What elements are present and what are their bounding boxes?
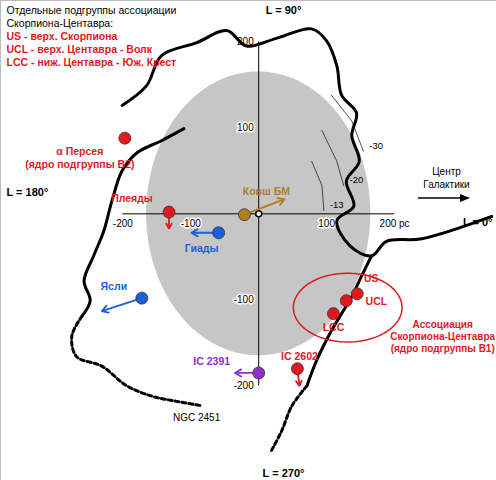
svg-text:200: 200 bbox=[237, 36, 254, 47]
svg-text:Гиады: Гиады bbox=[185, 242, 219, 254]
svg-text:-20: -20 bbox=[350, 174, 364, 185]
svg-text:-100: -100 bbox=[234, 294, 254, 305]
svg-text:α Персея(ядро подгруппы B2): α Персея(ядро подгруппы B2) bbox=[25, 145, 134, 170]
svg-text:US: US bbox=[364, 272, 379, 284]
svg-text:-200: -200 bbox=[113, 218, 133, 229]
svg-text:АссоциацияСкорпиона-Центавра(я: АссоциацияСкорпиона-Центавра(ядро подгру… bbox=[390, 319, 495, 354]
svg-text:-30: -30 bbox=[369, 140, 383, 151]
svg-text:L = 0°: L = 0° bbox=[463, 216, 493, 228]
svg-text:200 pc: 200 pc bbox=[380, 218, 410, 229]
svg-text:NGC 2451: NGC 2451 bbox=[173, 412, 221, 423]
svg-text:ЦентрГалактики: ЦентрГалактики bbox=[423, 166, 469, 190]
svg-text:LCC: LCC bbox=[323, 321, 345, 333]
svg-text:100: 100 bbox=[318, 218, 335, 229]
svg-text:L = 270°: L = 270° bbox=[263, 467, 305, 479]
svg-text:UCL: UCL bbox=[366, 295, 388, 307]
svg-text:US - верх. СкорпионаUCL - верх: US - верх. СкорпионаUCL - верх. Центавра… bbox=[7, 30, 177, 67]
svg-text:100: 100 bbox=[237, 122, 254, 133]
svg-text:Плеяды: Плеяды bbox=[111, 192, 153, 204]
svg-text:IC 2391: IC 2391 bbox=[193, 355, 230, 367]
svg-text:-200: -200 bbox=[234, 380, 254, 391]
svg-text:-100: -100 bbox=[181, 218, 201, 229]
svg-text:Ясли: Ясли bbox=[101, 280, 128, 292]
svg-text:Отдельные подгруппы ассоциации: Отдельные подгруппы ассоциацииСкорпиона-… bbox=[7, 4, 177, 29]
svg-text:-13: -13 bbox=[330, 199, 344, 210]
svg-text:L = 90°: L = 90° bbox=[266, 4, 302, 16]
svg-text:Ковш БМ: Ковш БМ bbox=[243, 185, 290, 197]
svg-text:L = 180°: L = 180° bbox=[7, 186, 49, 198]
svg-text:IC 2602: IC 2602 bbox=[281, 350, 318, 362]
